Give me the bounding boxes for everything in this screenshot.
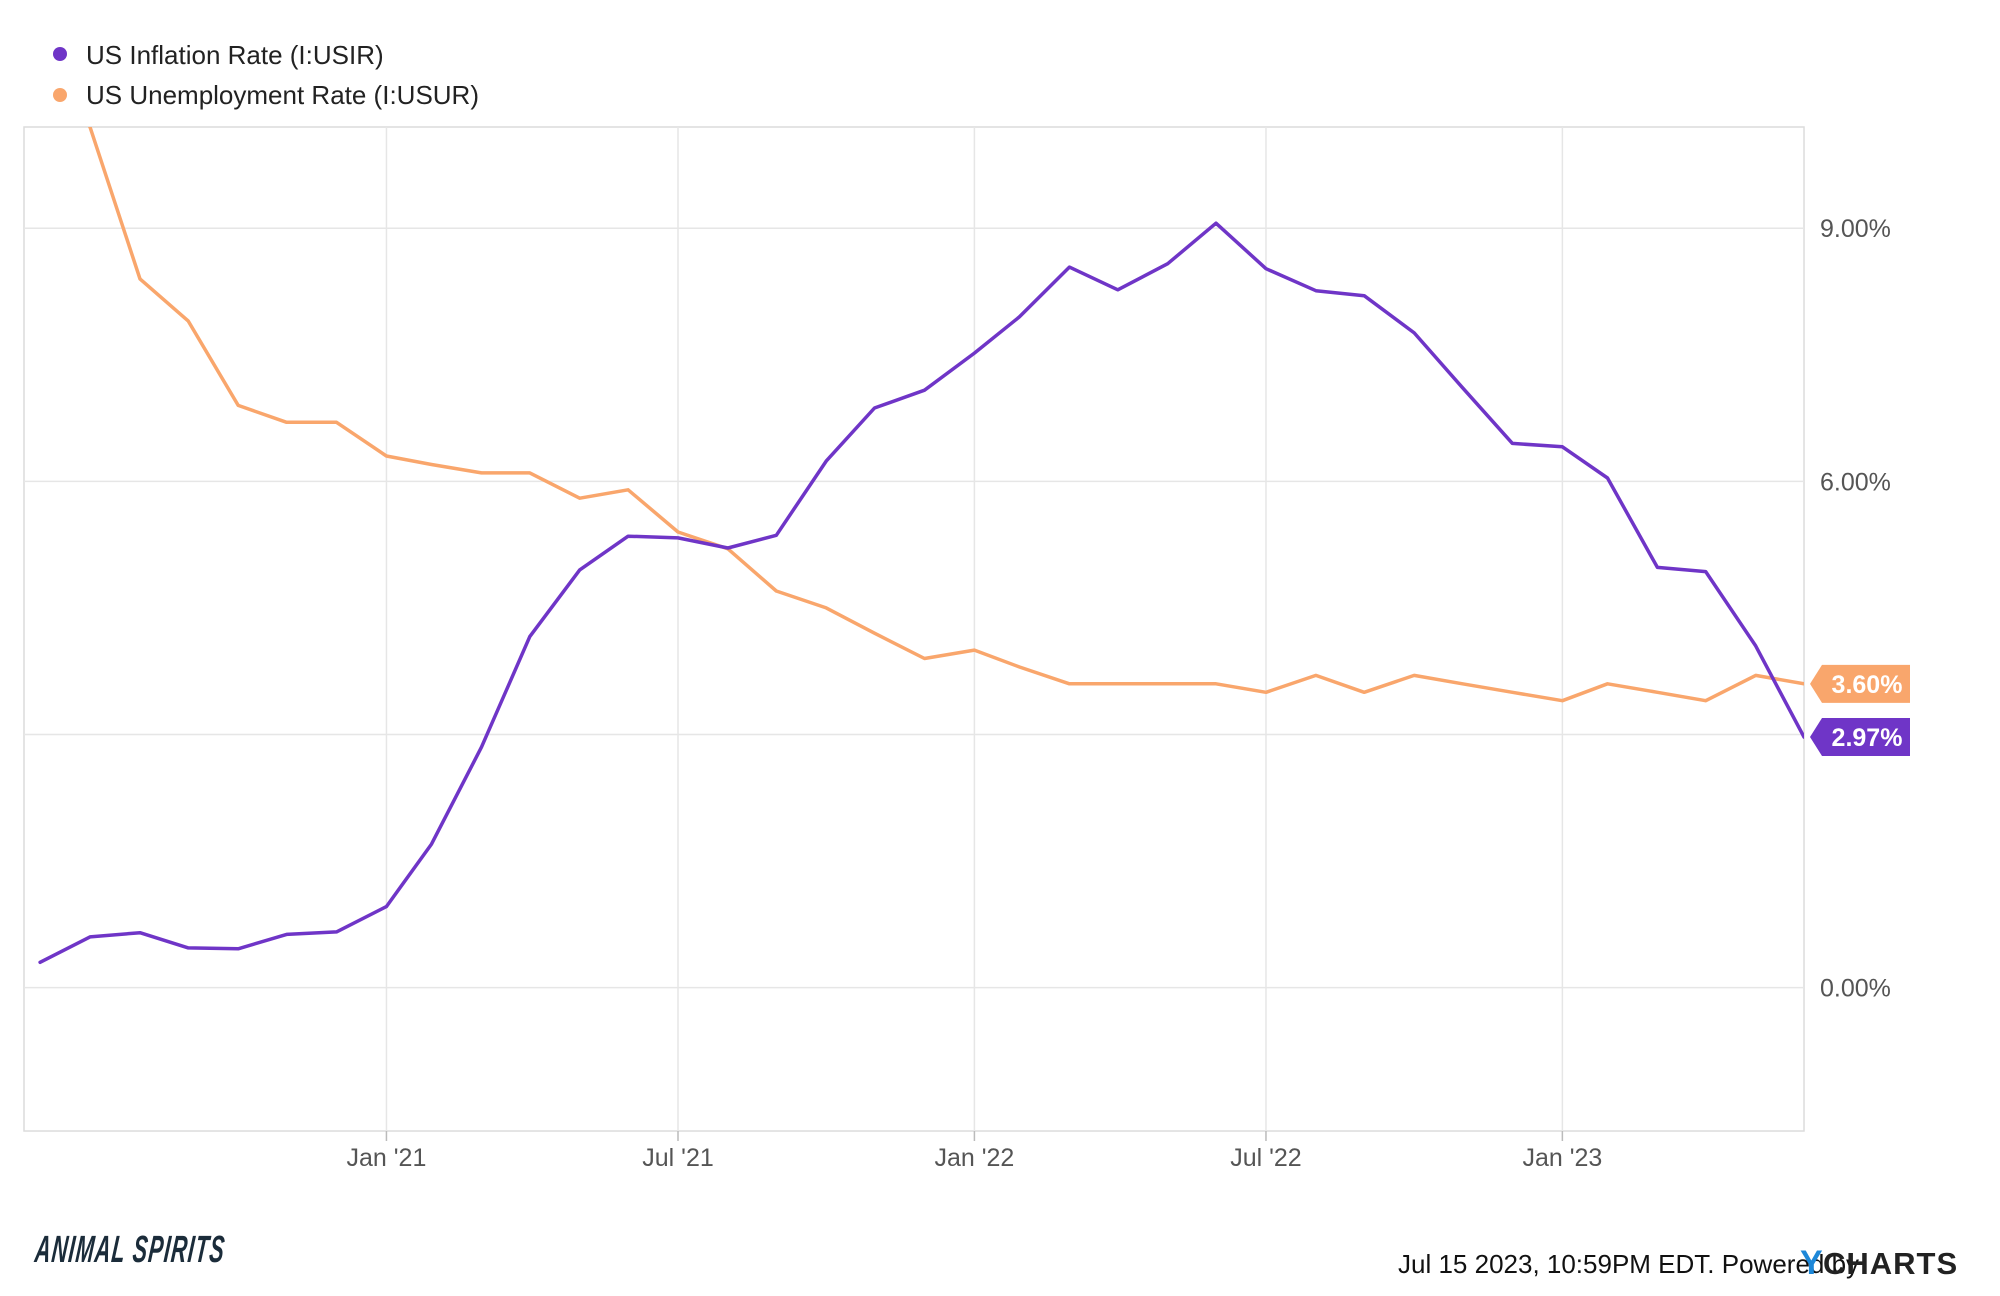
- end-label-unemployment: 3.60%: [1810, 664, 1910, 703]
- end-label-flag: [1810, 717, 1910, 756]
- plot-area-frame: [23, 126, 1805, 1132]
- end-label-flag: [1810, 664, 1910, 703]
- x-tick-label: Jan '22: [934, 1144, 1014, 1172]
- series-line-inflation[interactable]: [38, 221, 1804, 965]
- brand-logo-text: ANIMAL SPIRITS: [32, 1229, 227, 1271]
- x-axis: Jan '21 Jul '21 Jan '22 Jul '22 Jan '23: [347, 1131, 1602, 1172]
- x-tick-label: Jan '21: [347, 1144, 427, 1172]
- end-label-inflation: 2.97%: [1810, 717, 1910, 756]
- y-tick-label: 0.00%: [1820, 975, 1891, 1003]
- end-label-value: 2.97%: [1832, 724, 1903, 752]
- grid-layer: [24, 127, 1804, 1131]
- y-tick-label: 6.00%: [1820, 468, 1891, 496]
- y-tick-label: 9.00%: [1820, 215, 1891, 243]
- legend-item-inflation[interactable]: US Inflation Rate (I:USIR): [53, 40, 384, 70]
- ycharts-logo[interactable]: Y CHARTS: [1800, 1244, 1958, 1282]
- animal-spirits-logo: ANIMAL SPIRITS: [32, 1229, 227, 1271]
- legend-label-inflation: US Inflation Rate (I:USIR): [86, 40, 384, 70]
- x-tick-label: Jul '22: [1230, 1144, 1301, 1172]
- x-tick-label: Jan '23: [1522, 1144, 1602, 1172]
- legend-marker-unemployment: [53, 88, 67, 102]
- legend-marker-inflation: [53, 47, 67, 61]
- ycharts-logo-y: Y: [1800, 1244, 1823, 1282]
- series-line-unemployment[interactable]: [40, 51, 1804, 703]
- series-layer: [38, 51, 1804, 965]
- x-tick-label: Jul '21: [642, 1144, 713, 1172]
- end-value-labels: 2.97% 3.60%: [1810, 664, 1910, 756]
- end-label-value: 3.60%: [1832, 671, 1903, 699]
- y-axis: 0.00%3.00%6.00%9.00%: [1820, 215, 1891, 1002]
- ycharts-logo-text: CHARTS: [1823, 1246, 1958, 1281]
- legend-label-unemployment: US Unemployment Rate (I:USUR): [86, 80, 479, 110]
- legend: US Inflation Rate (I:USIR) US Unemployme…: [53, 40, 479, 110]
- timestamp-text: Jul 15 2023, 10:59PM EDT. Powered by: [1398, 1249, 1859, 1279]
- footer: ANIMAL SPIRITS Jul 15 2023, 10:59PM EDT.…: [32, 1229, 1958, 1282]
- legend-item-unemployment[interactable]: US Unemployment Rate (I:USUR): [53, 80, 479, 110]
